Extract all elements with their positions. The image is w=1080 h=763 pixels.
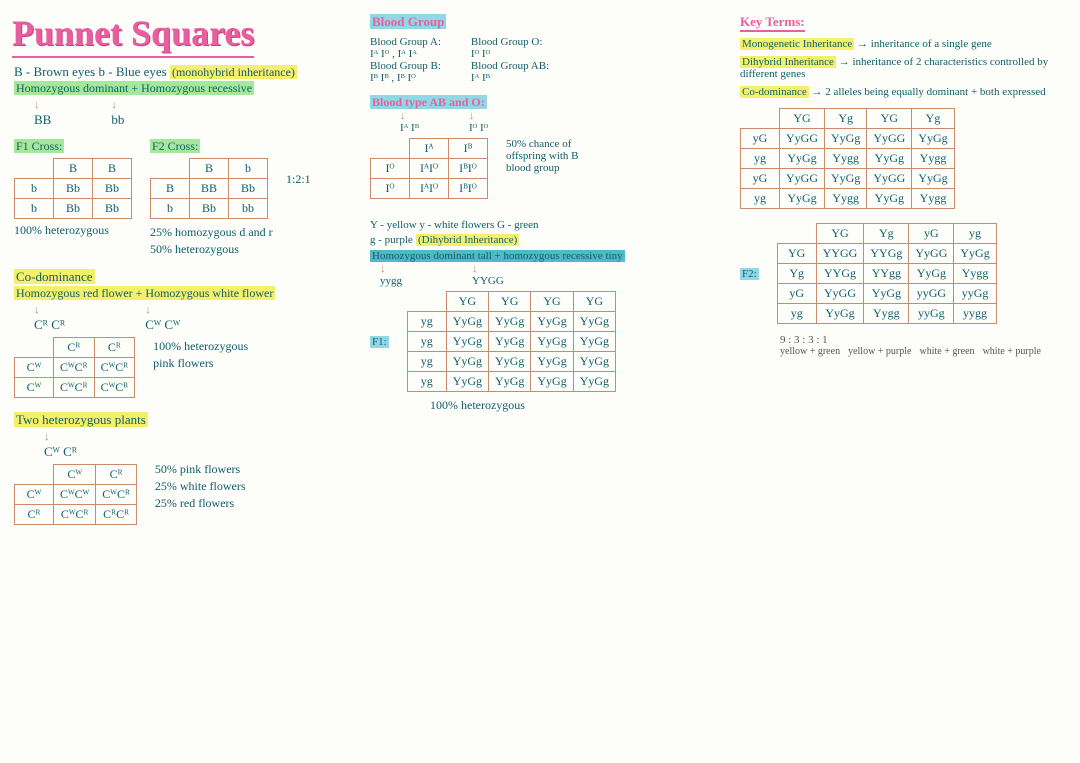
bt-note-3: blood group xyxy=(506,162,579,174)
dihybrid-key-2: g - purple xyxy=(370,234,413,246)
f2-ratio: 1:2:1 xyxy=(286,172,311,187)
bt-note-2: offspring with B xyxy=(506,150,579,162)
term-1-def: → inheritance of a single gene xyxy=(857,38,992,50)
codominance-punnett: CᴿCᴿ CᵂCᵂCᴿCᵂCᴿ CᵂCᵂCᴿCᵂCᴿ xyxy=(14,337,135,398)
dihy-f1-note: 100% heterozygous xyxy=(430,398,720,413)
parent-bb: bb xyxy=(111,112,124,127)
arrow-down-icon: ↓ xyxy=(469,110,475,122)
blood-group-heading: Blood Group xyxy=(370,14,446,29)
monohybrid-tag: (monohybrid inheritance) xyxy=(170,65,297,79)
f1-punnett: BB bBbBb bBbBb xyxy=(14,158,132,219)
hetero-note-1: 50% pink flowers xyxy=(155,462,246,477)
arrow-down-icon: ↓ xyxy=(34,99,40,111)
codom-note-2: pink flowers xyxy=(153,356,248,371)
arrow-down-icon: ↓ xyxy=(34,304,40,316)
f2-punnett: Bb BBBBb bBbbb xyxy=(150,158,268,219)
arrow-down-icon: ↓ xyxy=(111,99,117,111)
phenotype-ratio: 9 : 3 : 3 : 1 xyxy=(780,334,1060,346)
cross-description: Homozygous dominant + Homozygous recessi… xyxy=(14,81,254,95)
f1-note: 100% heterozygous xyxy=(14,223,132,238)
hetero-parent: Cᵂ Cᴿ xyxy=(44,444,77,459)
parent-CR: Cᴿ Cᴿ xyxy=(34,317,65,332)
bg-O-geno: Iᴼ Iᴼ xyxy=(471,48,549,60)
ratio-3: white + green xyxy=(919,346,974,357)
dihybrid-f1-punnett: YGYGYGYGygYyGgYyGgYyGgYyGgygYyGgYyGgYyGg… xyxy=(407,291,616,392)
f2-label: F2 Cross: xyxy=(150,139,200,153)
dihybrid-tag: (Dihybrid Inheritance) xyxy=(416,234,519,246)
dihy-f2-label: F2: xyxy=(740,268,759,280)
bt-note-1: 50% chance of xyxy=(506,138,579,150)
codominance-desc: Homozygous red flower + Homozygous white… xyxy=(14,286,275,300)
arrow-down-icon: ↓ xyxy=(472,263,478,275)
column-2: Blood Group Blood Group A: Iᴬ Iᴼ , Iᴬ Iᴬ… xyxy=(370,14,720,423)
arrow-down-icon: ↓ xyxy=(145,304,151,316)
codominance-heading: Co-dominance xyxy=(14,269,95,284)
bt-p1: Iᴬ Iᴮ xyxy=(400,122,419,134)
dihy-p2: YYGG xyxy=(472,275,504,287)
ratio-4: white + purple xyxy=(983,346,1041,357)
term-2-head: Dihybrid Inheritance xyxy=(740,56,836,68)
codom-note-1: 100% heterozygous xyxy=(153,339,248,354)
f2-note-2: 50% heterozygous xyxy=(150,242,311,257)
allele-key: B - Brown eyes b - Blue eyes xyxy=(14,64,167,79)
bg-A-title: Blood Group A: xyxy=(370,36,441,48)
bg-AB-geno: Iᴬ Iᴮ xyxy=(471,72,549,84)
bt-p2: Iᴼ Iᴼ xyxy=(469,122,488,134)
dihybrid-desc: Homozygous dominant tall + homozygous re… xyxy=(370,250,625,262)
term-3-def: → 2 alleles being equally dominant + bot… xyxy=(812,86,1046,98)
arrow-down-icon: ↓ xyxy=(400,110,406,122)
bg-AB-title: Blood Group AB: xyxy=(471,60,549,72)
parent-BB: BB xyxy=(34,112,51,127)
bg-A-geno: Iᴬ Iᴼ , Iᴬ Iᴬ xyxy=(370,48,441,60)
column-1: B - Brown eyes b - Blue eyes (monohybrid… xyxy=(14,64,344,539)
term-3-head: Co-dominance xyxy=(740,86,809,98)
dihybrid-key-1: Y - yellow y - white flowers G - green xyxy=(370,219,720,231)
column-3: Key Terms: Monogenetic Inheritance → inh… xyxy=(740,14,1060,357)
arrow-down-icon: ↓ xyxy=(380,263,386,275)
hetero-note-2: 25% white flowers xyxy=(155,479,246,494)
f2-note-1: 25% homozygous d and r xyxy=(150,225,311,240)
blood-punnett: IᴬIᴮ IᴼIᴬIᴼIᴮIᴼ IᴼIᴬIᴼIᴮIᴼ xyxy=(370,138,488,199)
dihy-p1: yygg xyxy=(380,275,402,287)
dihybrid-f2-punnett: YGYgyGygYGYYGGYYGgYyGGYyGgYgYYGgYYggYyGg… xyxy=(777,223,997,324)
arrow-down-icon: ↓ xyxy=(44,431,50,443)
blood-type-cross-head: Blood type AB and O: xyxy=(370,95,487,109)
ratio-2: yellow + purple xyxy=(848,346,911,357)
dihy-f1-label: F1: xyxy=(370,336,389,348)
ratio-1: yellow + green xyxy=(780,346,840,357)
parent-CW: Cᵂ Cᵂ xyxy=(145,317,180,332)
term-1-head: Monogenetic Inheritance xyxy=(740,38,854,50)
hetero-punnett: CᵂCᴿ CᵂCᵂCᵂCᵂCᴿ CᴿCᵂCᴿCᴿCᴿ xyxy=(14,464,137,525)
hetero-note-3: 25% red flowers xyxy=(155,496,246,511)
f1-label: F1 Cross: xyxy=(14,139,64,153)
key-terms-heading: Key Terms: xyxy=(740,14,805,32)
bg-B-geno: Iᴮ Iᴮ , Iᴮ Iᴼ xyxy=(370,72,441,84)
bg-B-title: Blood Group B: xyxy=(370,60,441,72)
dihybrid-square-1: YGYgYGYgyGYyGGYyGgYyGGYyGgygYyGgYyggYyGg… xyxy=(740,108,955,209)
hetero-heading: Two heterozygous plants xyxy=(14,412,148,427)
bg-O-title: Blood Group O: xyxy=(471,36,549,48)
